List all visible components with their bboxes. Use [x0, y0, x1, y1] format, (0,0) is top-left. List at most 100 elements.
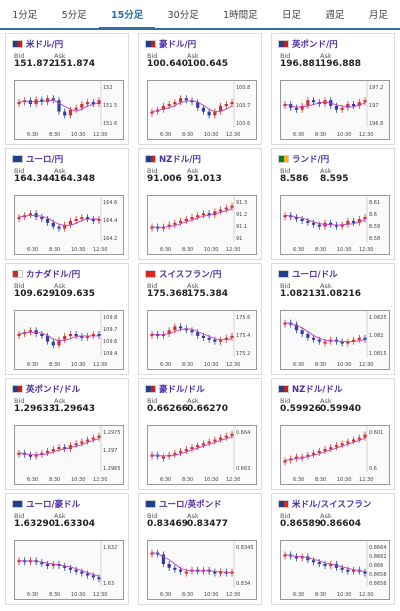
tab-5[interactable]: 日足 [282, 10, 302, 21]
candle [97, 334, 101, 336]
mini-chart[interactable]: 164.6 164.4 164.2 6:30 8:30 10:30 12:30 [14, 195, 124, 255]
currency-card[interactable]: 豪ドル/円 Bid Ask 100.640 100.645 100.8 100.7 100.6… [138, 33, 262, 145]
currency-card[interactable]: NZドル/ドル Bid Ask 0.59926 0.59940 0.601 0.6 6:30 8… [271, 378, 395, 490]
mini-chart[interactable]: 109.8 109.7 109.6 109.4 6:30 8:30 10:30 12:30 [14, 310, 124, 370]
prices: 0.59926 0.59940 [280, 404, 361, 414]
currency-card[interactable]: 英ポンド/円 Bid Ask 196.881 196.888 197.2 197 196.8 6… [271, 33, 395, 145]
bid-value: 164.344 [14, 174, 55, 184]
x-tick-label: 6:30 [293, 132, 304, 138]
mini-chart[interactable]: 8.61 8.6 8.59 8.58 6:30 8:30 10:30 12:30 [280, 195, 390, 255]
bid-label: Bid [280, 282, 291, 290]
moving-average-line [284, 437, 366, 461]
y-tick-label: 0.601 [369, 430, 383, 436]
candle [317, 450, 321, 453]
y-tick-label: 152 [103, 85, 113, 91]
currency-card[interactable]: ランド/円 Bid Ask 8.586 8.595 8.61 8.6 8.59 8.58 6:30… [271, 148, 395, 260]
currency-card[interactable]: スイスフラン/円 Bid Ask 175.368 175.384 175.6 175.4 17… [138, 263, 262, 375]
card-header: スイスフラン/円 [145, 268, 221, 280]
pair-name[interactable]: 米ドル/円 [26, 40, 64, 50]
candle [17, 560, 21, 563]
pair-name[interactable]: NZドル/ドル [292, 385, 343, 395]
x-tick-label: 6:30 [27, 477, 38, 483]
prices: 164.344 164.348 [14, 174, 95, 184]
mini-chart[interactable]: 0.664 0.663 6:30 8:30 10:30 12:30 [147, 425, 257, 485]
currency-card[interactable]: ユーロ/英ポンド Bid Ask 0.83469 0.83477 0.8345 0.834 6… [138, 493, 262, 605]
pair-name[interactable]: NZドル/円 [159, 155, 201, 165]
pair-name[interactable]: 豪ドル/ドル [159, 385, 205, 395]
card-header: 豪ドル/ドル [145, 383, 205, 395]
mini-chart[interactable]: 152 151.5 151.6 6:30 8:30 10:30 12:30 [14, 80, 124, 140]
candle [363, 217, 367, 220]
tab-6[interactable]: 週足 [325, 10, 345, 21]
flag-icon [145, 500, 156, 508]
candle [218, 339, 223, 342]
bid-label: Bid [14, 512, 25, 520]
candle [201, 443, 206, 446]
mini-chart[interactable]: 197.2 197 196.8 6:30 8:30 10:30 12:30 [280, 80, 390, 140]
candle [357, 102, 361, 106]
card-header: 英ポンド/ドル [12, 383, 80, 395]
pair-name[interactable]: ランド/円 [292, 155, 330, 165]
candle [85, 439, 90, 442]
tab-3[interactable]: 30分足 [167, 10, 199, 21]
candle [340, 107, 344, 110]
candle [150, 111, 154, 114]
tab-0[interactable]: 1分足 [12, 10, 38, 21]
pair-name[interactable]: 豪ドル/円 [159, 40, 197, 50]
prices: 1.29633 1.29643 [14, 404, 95, 414]
candle [97, 100, 101, 104]
pair-name[interactable]: 英ポンド/ドル [26, 385, 81, 395]
candle [74, 334, 78, 336]
currency-card[interactable]: 米ドル/スイスフラン Bid Ask 0.86589 0.86604 0.8664 0.86… [271, 493, 395, 605]
candle [351, 439, 356, 442]
pair-name[interactable]: ユーロ/英ポンド [159, 500, 222, 510]
price-labels: Bid Ask [280, 282, 360, 290]
candle [351, 569, 356, 572]
x-tick-label: 10:30 [71, 477, 85, 483]
candle [230, 433, 234, 436]
tab-7[interactable]: 月足 [368, 10, 388, 21]
mini-chart[interactable]: 0.601 0.6 6:30 8:30 10:30 12:30 [280, 425, 390, 485]
currency-card[interactable]: NZドル/円 Bid Ask 91.006 91.013 91.3 91.2 91.1 91 6:… [138, 148, 262, 260]
ask-value: 100.645 [187, 59, 228, 69]
currency-card[interactable]: 米ドル/円 Bid Ask 151.872 151.874 152 151.5 151.6 6:… [5, 33, 129, 145]
ask-value: 164.348 [54, 174, 95, 184]
candle [283, 322, 287, 325]
currency-card[interactable]: 豪ドル/ドル Bid Ask 0.66266 0.66270 0.664 0.663 6:30… [138, 378, 262, 490]
x-tick-label: 10:30 [204, 477, 218, 483]
mini-chart[interactable]: 1.2975 1.297 1.2965 6:30 8:30 10:30 12:30 [14, 425, 124, 485]
x-tick-label: 12:30 [226, 247, 240, 253]
pair-name[interactable]: ユーロ/円 [26, 155, 64, 165]
pair-name[interactable]: カナダドル/円 [26, 270, 81, 280]
y-tick-label: 164.2 [103, 236, 117, 242]
bid-label: Bid [14, 52, 25, 60]
currency-card[interactable]: ユーロ/豪ドル Bid Ask 1.63290 1.63304 1.632 1.63 6:30… [5, 493, 129, 605]
mini-chart[interactable]: 100.8 100.7 100.6 6:30 8:30 10:30 12:30 [147, 80, 257, 140]
mini-chart[interactable]: 1.0825 1.082 1.0815 6:30 8:30 10:30 12:30 [280, 310, 390, 370]
candle [184, 219, 188, 221]
tab-2[interactable]: 15分足 [98, 0, 156, 30]
mini-chart[interactable]: 0.8664 0.8662 0.866 0.8658 0.8656 6:30 8:30 10:… [280, 540, 390, 600]
currency-card[interactable]: 英ポンド/ドル Bid Ask 1.29633 1.29643 1.2975 1.297 1.… [5, 378, 129, 490]
tab-4[interactable]: 1時間足 [223, 10, 258, 21]
candle [224, 435, 228, 438]
y-tick-label: 0.8656 [369, 581, 387, 587]
pair-name[interactable]: ユーロ/豪ドル [26, 500, 81, 510]
currency-card[interactable]: ユーロ/円 Bid Ask 164.344 164.348 164.6 164.4 164.2… [5, 148, 129, 260]
candle [196, 445, 200, 448]
prices: 1.08213 1.08216 [280, 289, 361, 299]
y-tick-label: 1.2975 [103, 430, 121, 436]
mini-chart[interactable]: 175.6 175.4 175.2 6:30 8:30 10:30 12:30 [147, 310, 257, 370]
candle [340, 443, 344, 446]
mini-chart[interactable]: 91.3 91.2 91.1 91 6:30 8:30 10:30 12:30 [147, 195, 257, 255]
pair-name[interactable]: スイスフラン/円 [159, 270, 222, 280]
pair-name[interactable]: ユーロ/ドル [292, 270, 338, 280]
mini-chart[interactable]: 1.632 1.63 6:30 8:30 10:30 12:30 [14, 540, 124, 600]
mini-chart[interactable]: 0.8345 0.834 6:30 8:30 10:30 12:30 [147, 540, 257, 600]
currency-card[interactable]: カナダドル/円 Bid Ask 109.629 109.635 109.8 109.7 109… [5, 263, 129, 375]
pair-name[interactable]: 米ドル/スイスフラン [292, 500, 372, 510]
pair-name[interactable]: 英ポンド/円 [292, 40, 338, 50]
ask-label: Ask [320, 282, 332, 290]
tab-1[interactable]: 5分足 [61, 10, 87, 21]
currency-card[interactable]: ユーロ/ドル Bid Ask 1.08213 1.08216 1.0825 1.082 1.0… [271, 263, 395, 375]
